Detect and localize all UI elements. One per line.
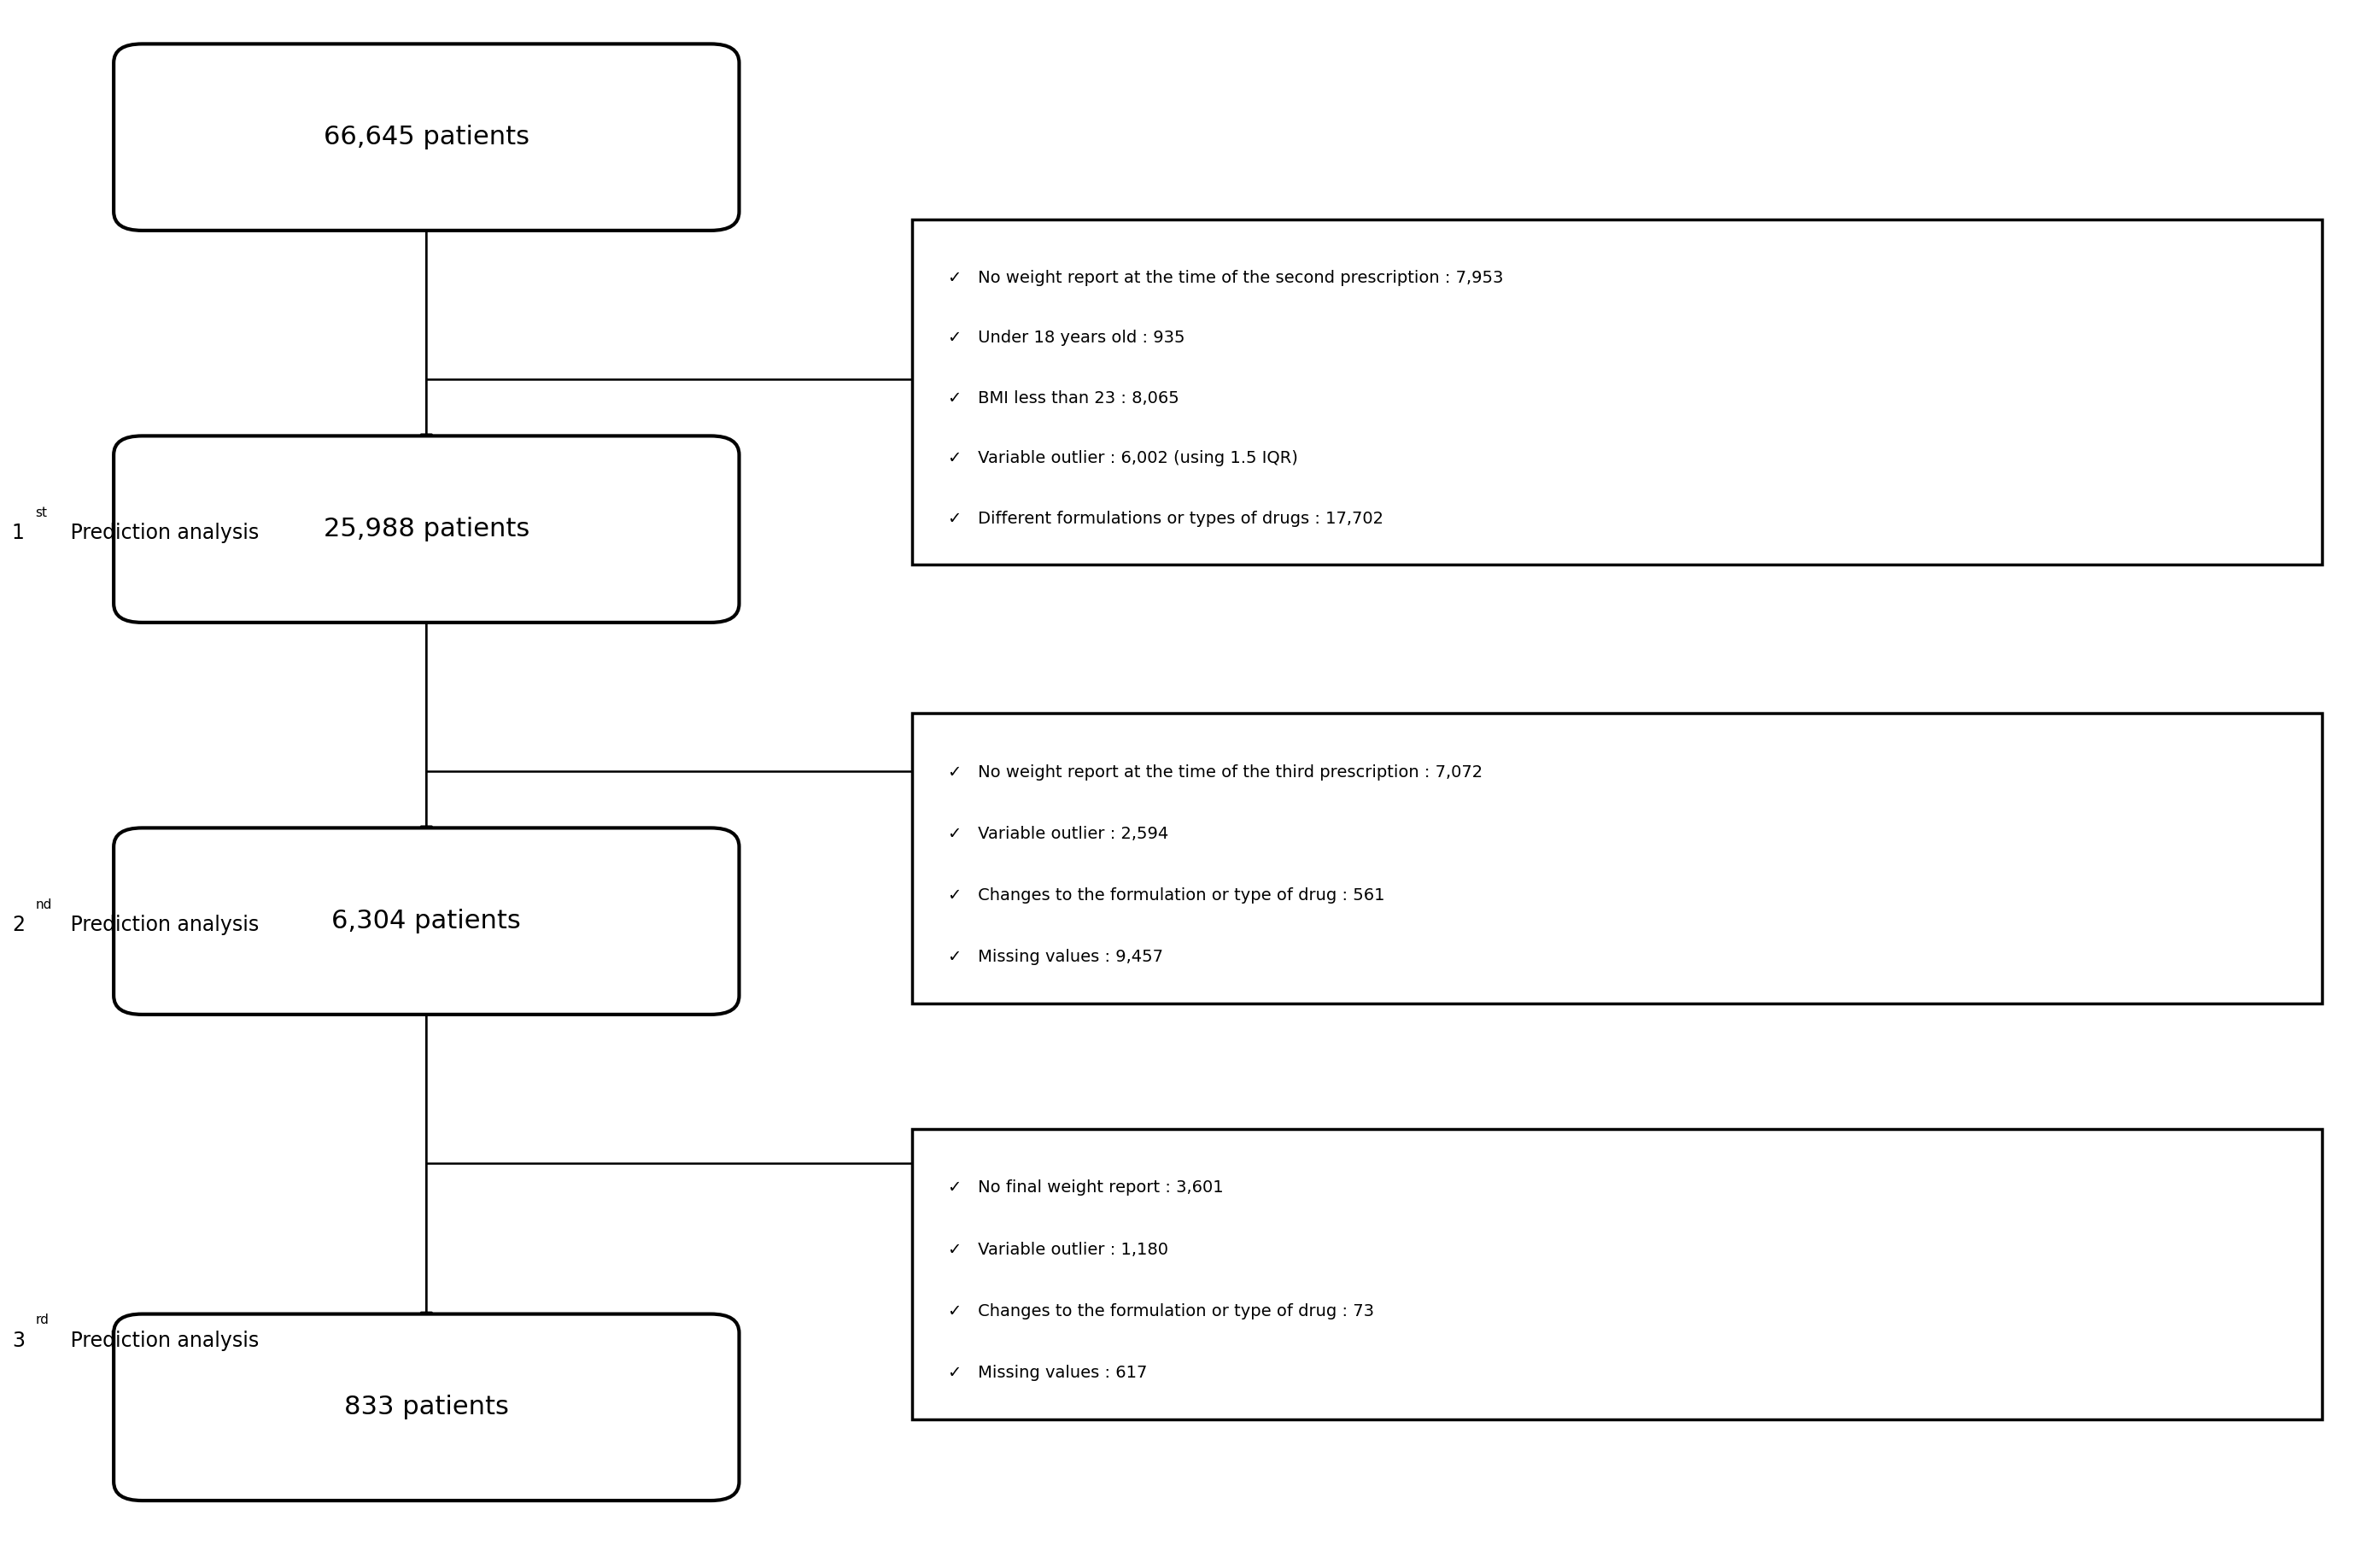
Text: 833 patients: 833 patients <box>344 1396 509 1419</box>
Text: 1: 1 <box>12 522 24 544</box>
Text: Prediction analysis: Prediction analysis <box>64 914 258 936</box>
Text: ✓   Variable outlier : 2,594: ✓ Variable outlier : 2,594 <box>948 826 1168 842</box>
FancyBboxPatch shape <box>114 1314 739 1501</box>
Text: ✓   Different formulations or types of drugs : 17,702: ✓ Different formulations or types of dru… <box>948 511 1383 527</box>
Text: ✓   Variable outlier : 6,002 (using 1.5 IQR): ✓ Variable outlier : 6,002 (using 1.5 IQ… <box>948 450 1298 467</box>
Text: 3: 3 <box>12 1330 24 1352</box>
Text: st: st <box>36 506 47 519</box>
Text: nd: nd <box>36 898 52 911</box>
Text: Prediction analysis: Prediction analysis <box>64 1330 258 1352</box>
Bar <box>912 1129 2322 1419</box>
Text: ✓   Missing values : 617: ✓ Missing values : 617 <box>948 1364 1147 1381</box>
Text: rd: rd <box>36 1314 50 1327</box>
Bar <box>912 713 2322 1004</box>
FancyBboxPatch shape <box>114 44 739 230</box>
Text: ✓   Missing values : 9,457: ✓ Missing values : 9,457 <box>948 949 1163 966</box>
Text: ✓   Variable outlier : 1,180: ✓ Variable outlier : 1,180 <box>948 1242 1168 1258</box>
Text: ✓   No final weight report : 3,601: ✓ No final weight report : 3,601 <box>948 1179 1222 1196</box>
Bar <box>912 220 2322 564</box>
Text: ✓   Changes to the formulation or type of drug : 73: ✓ Changes to the formulation or type of … <box>948 1303 1374 1319</box>
Text: Prediction analysis: Prediction analysis <box>64 522 258 544</box>
Text: 25,988 patients: 25,988 patients <box>325 517 528 541</box>
Text: ✓   No weight report at the time of the second prescription : 7,953: ✓ No weight report at the time of the se… <box>948 270 1502 285</box>
Text: 6,304 patients: 6,304 patients <box>332 909 521 933</box>
Text: 2: 2 <box>12 914 24 936</box>
Text: ✓   Under 18 years old : 935: ✓ Under 18 years old : 935 <box>948 329 1184 347</box>
Text: ✓   No weight report at the time of the third prescription : 7,072: ✓ No weight report at the time of the th… <box>948 764 1483 781</box>
Text: 66,645 patients: 66,645 patients <box>325 125 528 149</box>
Text: ✓   Changes to the formulation or type of drug : 561: ✓ Changes to the formulation or type of … <box>948 887 1383 903</box>
Text: ✓   BMI less than 23 : 8,065: ✓ BMI less than 23 : 8,065 <box>948 390 1180 406</box>
FancyBboxPatch shape <box>114 828 739 1014</box>
FancyBboxPatch shape <box>114 436 739 622</box>
